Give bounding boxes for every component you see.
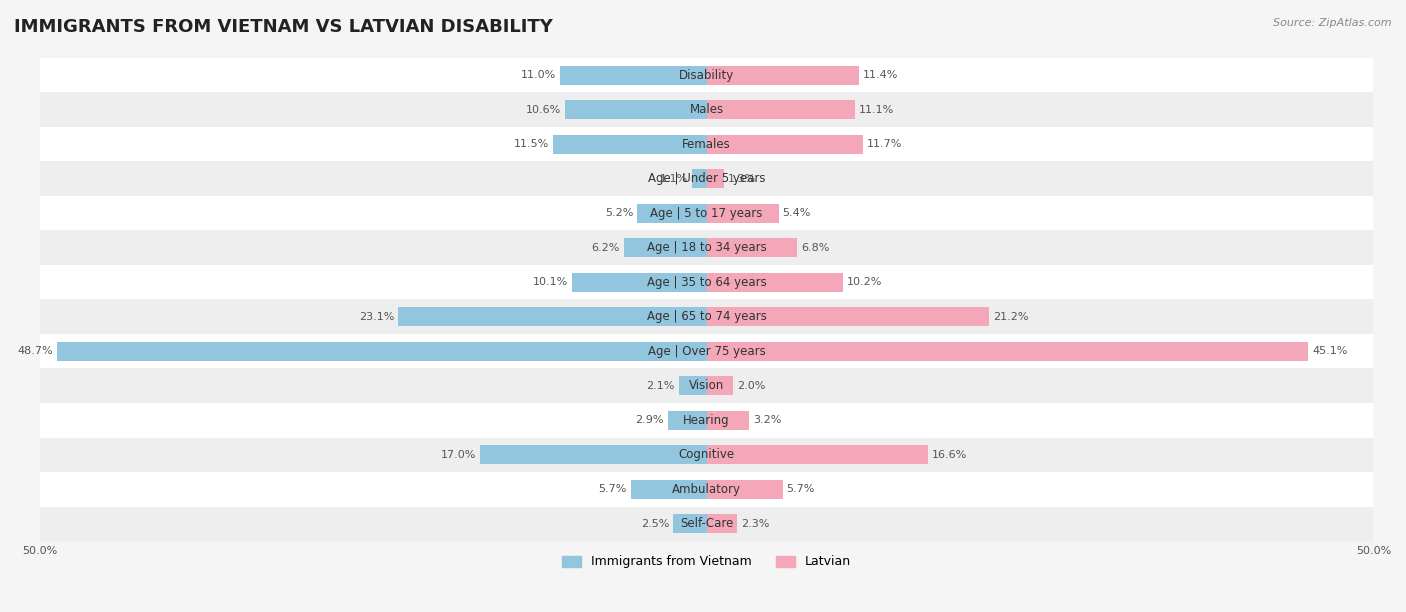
Bar xyxy=(624,238,707,257)
Bar xyxy=(707,273,842,292)
Text: 1.1%: 1.1% xyxy=(659,174,688,184)
Bar xyxy=(707,307,990,326)
Bar xyxy=(39,438,1374,472)
Bar xyxy=(398,307,707,326)
Text: 11.1%: 11.1% xyxy=(859,105,894,114)
Text: 11.0%: 11.0% xyxy=(520,70,555,80)
Text: Age | Under 5 years: Age | Under 5 years xyxy=(648,172,765,185)
Text: 10.2%: 10.2% xyxy=(846,277,882,287)
Text: 2.1%: 2.1% xyxy=(647,381,675,390)
Legend: Immigrants from Vietnam, Latvian: Immigrants from Vietnam, Latvian xyxy=(557,550,856,573)
Text: 5.7%: 5.7% xyxy=(598,484,627,494)
Bar xyxy=(39,196,1374,231)
Bar xyxy=(679,376,707,395)
Bar xyxy=(39,299,1374,334)
Text: 10.6%: 10.6% xyxy=(526,105,561,114)
Bar xyxy=(707,169,724,188)
Bar xyxy=(39,231,1374,265)
Text: 48.7%: 48.7% xyxy=(17,346,53,356)
Bar xyxy=(707,446,928,465)
Text: 10.1%: 10.1% xyxy=(533,277,568,287)
Bar xyxy=(707,376,733,395)
Bar xyxy=(707,204,779,223)
Text: Males: Males xyxy=(689,103,724,116)
Text: 3.2%: 3.2% xyxy=(754,416,782,425)
Bar xyxy=(553,135,707,154)
Bar xyxy=(39,58,1374,92)
Text: 21.2%: 21.2% xyxy=(993,312,1029,322)
Bar xyxy=(39,265,1374,299)
Text: 2.9%: 2.9% xyxy=(636,416,664,425)
Text: 11.7%: 11.7% xyxy=(866,139,903,149)
Bar xyxy=(692,169,707,188)
Bar xyxy=(630,480,707,499)
Text: 6.8%: 6.8% xyxy=(801,243,830,253)
Bar xyxy=(707,238,797,257)
Bar xyxy=(707,514,737,533)
Text: Hearing: Hearing xyxy=(683,414,730,427)
Text: 5.2%: 5.2% xyxy=(605,208,633,218)
Text: Source: ZipAtlas.com: Source: ZipAtlas.com xyxy=(1274,18,1392,28)
Bar xyxy=(637,204,707,223)
Bar xyxy=(707,65,859,84)
Bar xyxy=(707,100,855,119)
Text: Disability: Disability xyxy=(679,69,734,81)
Bar xyxy=(707,480,783,499)
Bar xyxy=(707,135,863,154)
Text: 5.4%: 5.4% xyxy=(783,208,811,218)
Text: Vision: Vision xyxy=(689,379,724,392)
Text: 5.7%: 5.7% xyxy=(786,484,815,494)
Text: 6.2%: 6.2% xyxy=(592,243,620,253)
Text: 45.1%: 45.1% xyxy=(1312,346,1347,356)
Bar xyxy=(39,127,1374,162)
Text: 23.1%: 23.1% xyxy=(359,312,395,322)
Bar xyxy=(673,514,707,533)
Text: Cognitive: Cognitive xyxy=(679,448,734,461)
Text: 2.5%: 2.5% xyxy=(641,519,669,529)
Bar xyxy=(479,446,707,465)
Text: 2.0%: 2.0% xyxy=(737,381,766,390)
Bar xyxy=(707,411,749,430)
Text: Self-Care: Self-Care xyxy=(681,517,734,531)
Text: 17.0%: 17.0% xyxy=(440,450,475,460)
Text: 2.3%: 2.3% xyxy=(741,519,769,529)
Bar xyxy=(39,334,1374,368)
Bar xyxy=(560,65,707,84)
Text: Ambulatory: Ambulatory xyxy=(672,483,741,496)
Text: 1.3%: 1.3% xyxy=(728,174,756,184)
Bar xyxy=(707,341,1308,360)
Bar xyxy=(565,100,707,119)
Text: Females: Females xyxy=(682,138,731,151)
Bar xyxy=(39,162,1374,196)
Text: 11.5%: 11.5% xyxy=(515,139,550,149)
Bar xyxy=(572,273,707,292)
Bar xyxy=(58,341,707,360)
Text: 16.6%: 16.6% xyxy=(932,450,967,460)
Text: Age | Over 75 years: Age | Over 75 years xyxy=(648,345,765,358)
Bar xyxy=(39,472,1374,507)
Text: Age | 65 to 74 years: Age | 65 to 74 years xyxy=(647,310,766,323)
Text: Age | 18 to 34 years: Age | 18 to 34 years xyxy=(647,241,766,254)
Bar xyxy=(39,507,1374,541)
Text: 11.4%: 11.4% xyxy=(863,70,898,80)
Bar xyxy=(39,92,1374,127)
Text: Age | 5 to 17 years: Age | 5 to 17 years xyxy=(651,207,762,220)
Text: IMMIGRANTS FROM VIETNAM VS LATVIAN DISABILITY: IMMIGRANTS FROM VIETNAM VS LATVIAN DISAB… xyxy=(14,18,553,36)
Bar xyxy=(39,368,1374,403)
Bar xyxy=(668,411,707,430)
Text: Age | 35 to 64 years: Age | 35 to 64 years xyxy=(647,275,766,289)
Bar xyxy=(39,403,1374,438)
